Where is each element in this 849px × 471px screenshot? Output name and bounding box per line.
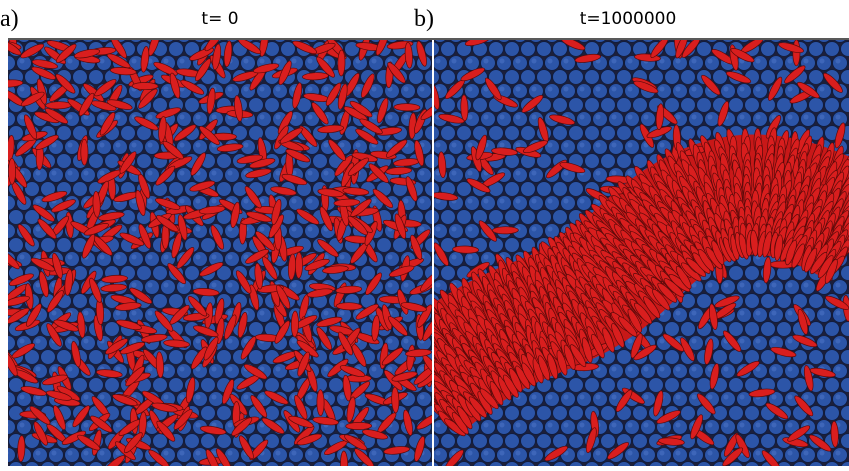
snapshot-b [371, 32, 849, 466]
snapshot-a [0, 28, 444, 466]
rod [346, 422, 372, 430]
rod [81, 139, 88, 165]
rod [291, 311, 299, 337]
rod [317, 390, 324, 416]
time-label: t= 0 [201, 9, 238, 29]
panel-label: b) [414, 6, 434, 32]
rod [295, 252, 303, 278]
panel-label: a) [0, 6, 19, 32]
rod [8, 158, 15, 184]
figure: a) t= 0 b) t=1000000 [0, 0, 849, 466]
time-label: t=1000000 [580, 9, 677, 29]
rod [132, 82, 158, 89]
rod [46, 101, 72, 109]
rod [492, 227, 518, 234]
rod [338, 50, 346, 76]
rod [394, 103, 420, 111]
